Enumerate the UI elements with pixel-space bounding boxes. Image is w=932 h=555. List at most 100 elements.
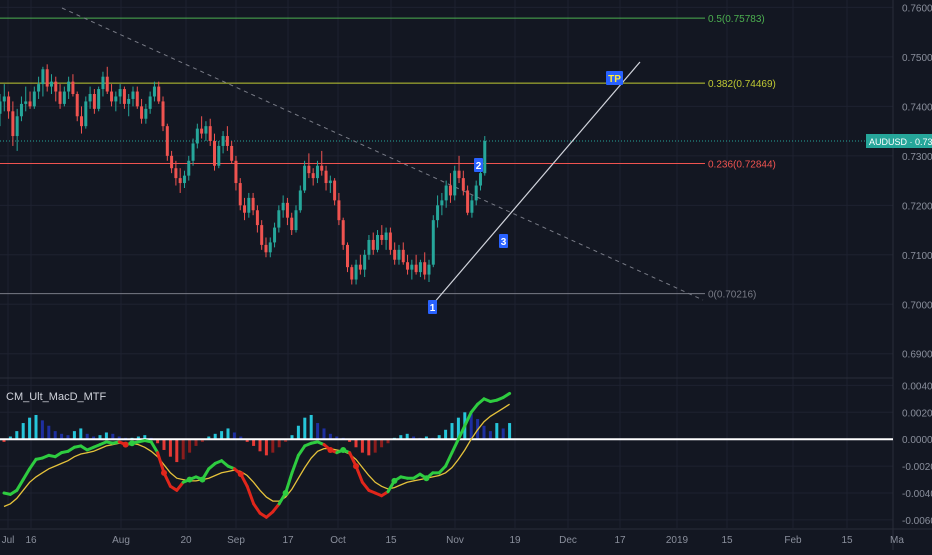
macd-line-segment [450, 437, 460, 455]
macd-line-segment [469, 402, 480, 414]
macd-histogram-bar [290, 435, 294, 440]
candle-body [213, 141, 216, 166]
time-axis-tick-label: 15 [721, 535, 733, 546]
time-axis-tick-label: Dec [559, 535, 577, 546]
candle-body [324, 170, 328, 184]
macd-histogram-bar [335, 436, 339, 440]
candle-body [333, 180, 337, 201]
time-axis-tick-label: Nov [446, 535, 464, 546]
macd-cross-dot [199, 476, 206, 483]
last-price-badge: AUDUSD · 0.73300 [866, 134, 932, 148]
macd-histogram-bar [2, 439, 6, 442]
macd-histogram-bar [226, 428, 230, 440]
candle-body [255, 210, 259, 226]
fib-level-label: 0.236(0.72844) [708, 160, 776, 171]
macd-histogram-bar [450, 423, 454, 440]
macd-cross-dot [391, 477, 398, 484]
macd-histogram-bar [85, 433, 89, 440]
candle-body [28, 101, 32, 107]
candlesticks [0, 64, 487, 285]
candle-body [178, 178, 182, 184]
candle-body [251, 197, 255, 211]
macd-histogram-bar [354, 439, 358, 448]
macd-histogram-bar [207, 436, 211, 440]
candle-body [234, 160, 238, 184]
macd-histogram-bar [213, 433, 217, 440]
wave-label-text: TP [608, 74, 621, 85]
candle-body [37, 84, 41, 92]
candle-body [483, 141, 487, 174]
wave-label-1: 1 [428, 300, 437, 314]
macd-histogram-bar [309, 414, 313, 440]
candle-body [131, 91, 135, 99]
macd-cross-dot [161, 469, 167, 476]
candle-body [208, 126, 212, 141]
candle-body [397, 249, 401, 260]
macd-axis-tick-label: -0.0060 [902, 516, 932, 527]
macd-histogram-bar [380, 439, 384, 448]
candle-body [54, 81, 58, 92]
macd-axis-tick-label: -0.0020 [902, 462, 932, 473]
macd-histogram-bar [488, 431, 492, 440]
macd-line-segment [252, 502, 262, 515]
macd-histogram-bar [271, 439, 275, 453]
macd-histogram-bar [66, 435, 70, 440]
macd-histogram-bar [40, 420, 44, 440]
candle-body [294, 210, 298, 231]
wave-label-box [428, 300, 437, 314]
macd-axis-tick-label: 0.0040 [902, 381, 932, 392]
time-axis-tick-label: Aug [112, 535, 130, 546]
candle-body [264, 244, 268, 253]
macd-cross-dot [340, 446, 347, 453]
candle-body [19, 103, 23, 117]
macd-line-segment [463, 410, 473, 428]
macd-axis-tick-label: 0.0020 [902, 408, 932, 419]
candle-body [140, 106, 144, 119]
macd-histogram-bar [296, 425, 300, 440]
time-axis-tick-label: Feb [784, 535, 802, 546]
candle-body [431, 220, 435, 265]
macd-line-segment [175, 480, 185, 492]
macd-signal-line [3, 403, 510, 508]
macd-histogram-bar [98, 435, 102, 440]
candle-body [62, 91, 66, 104]
candle-body [0, 101, 2, 114]
wave-label-2: 2 [474, 158, 483, 172]
candle-body [7, 96, 11, 112]
candle-body [406, 262, 410, 270]
macd-histogram-bar [444, 429, 448, 440]
macd-histogram-bar [373, 439, 377, 453]
candle-body [118, 89, 122, 97]
candle-body [358, 264, 362, 270]
macd-histogram-bar [367, 439, 371, 456]
macd-histogram-bar [245, 439, 249, 442]
candle-body [320, 165, 324, 171]
candle-body [461, 178, 465, 191]
candle-body [187, 160, 191, 176]
macd-histogram-bar [53, 431, 57, 440]
candle-body [380, 235, 384, 240]
candle-body [101, 76, 105, 90]
macd-histogram-bar [424, 436, 428, 440]
candle-body [436, 205, 440, 221]
candle-body [80, 116, 84, 127]
macd-histogram-bar [232, 432, 236, 440]
macd-line-segment [284, 471, 294, 495]
macd-cross-dot [282, 490, 289, 497]
candle-body [350, 267, 354, 280]
ascending-trendline [432, 61, 641, 305]
macd-histogram-bar [28, 417, 32, 440]
dashed-trendline [61, 7, 704, 301]
candle-body [466, 190, 470, 213]
time-axis-tick-label: Jul [2, 535, 15, 546]
macd-histogram-bar [456, 417, 460, 440]
candle-body [341, 220, 345, 245]
candle-body [15, 116, 19, 137]
candle-body [221, 136, 225, 146]
candle-body [161, 101, 165, 127]
macd-line-segment [271, 502, 281, 514]
candle-body [474, 185, 478, 201]
candle-body [58, 91, 62, 104]
candle-body [170, 155, 174, 169]
